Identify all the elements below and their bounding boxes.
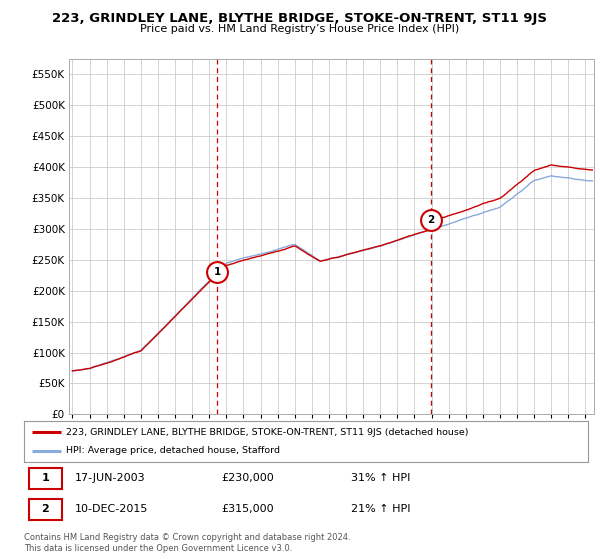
Text: 1: 1 <box>41 473 49 483</box>
Text: 2: 2 <box>41 505 49 515</box>
FancyBboxPatch shape <box>29 468 62 488</box>
Text: 31% ↑ HPI: 31% ↑ HPI <box>351 473 410 483</box>
Text: £230,000: £230,000 <box>221 473 274 483</box>
Text: 223, GRINDLEY LANE, BLYTHE BRIDGE, STOKE-ON-TRENT, ST11 9JS (detached house): 223, GRINDLEY LANE, BLYTHE BRIDGE, STOKE… <box>66 428 469 437</box>
Text: 10-DEC-2015: 10-DEC-2015 <box>75 505 148 515</box>
FancyBboxPatch shape <box>29 499 62 520</box>
Text: 2: 2 <box>427 214 434 225</box>
Text: 223, GRINDLEY LANE, BLYTHE BRIDGE, STOKE-ON-TRENT, ST11 9JS: 223, GRINDLEY LANE, BLYTHE BRIDGE, STOKE… <box>53 12 548 25</box>
Text: 21% ↑ HPI: 21% ↑ HPI <box>351 505 410 515</box>
Text: 1: 1 <box>214 267 221 277</box>
Text: £315,000: £315,000 <box>221 505 274 515</box>
Text: 17-JUN-2003: 17-JUN-2003 <box>75 473 145 483</box>
Text: HPI: Average price, detached house, Stafford: HPI: Average price, detached house, Staf… <box>66 446 280 455</box>
Text: Contains HM Land Registry data © Crown copyright and database right 2024.
This d: Contains HM Land Registry data © Crown c… <box>24 533 350 553</box>
Text: Price paid vs. HM Land Registry’s House Price Index (HPI): Price paid vs. HM Land Registry’s House … <box>140 24 460 34</box>
